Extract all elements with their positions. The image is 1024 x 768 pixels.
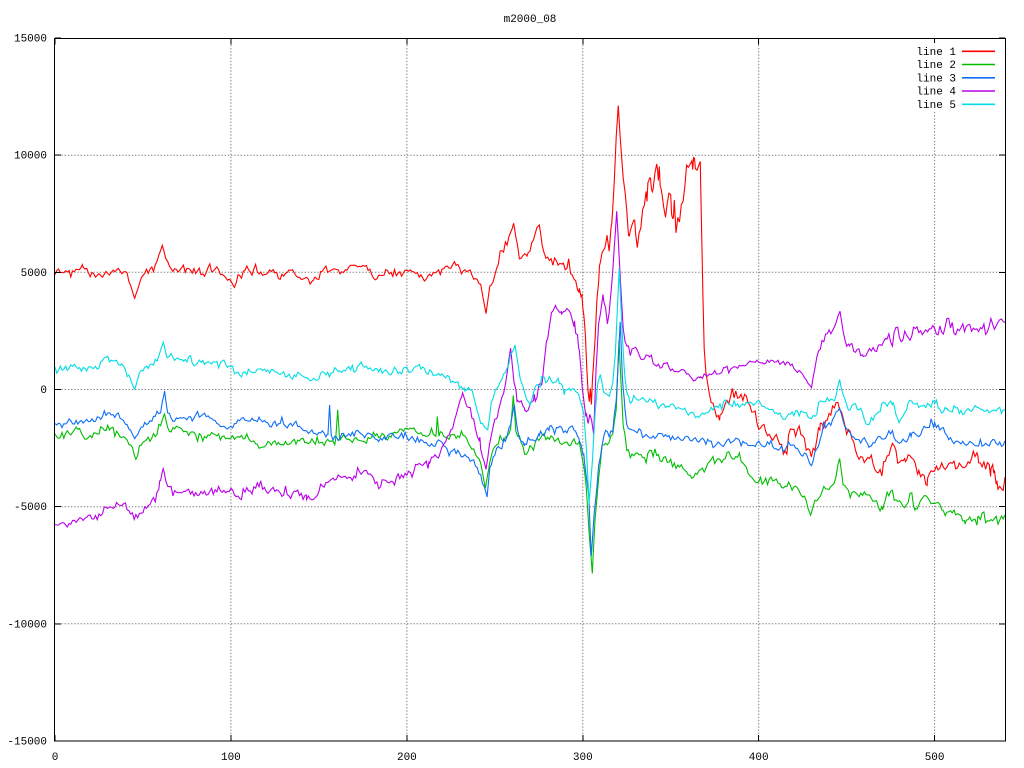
svg-text:5000: 5000 (21, 268, 47, 280)
svg-text:10000: 10000 (14, 151, 47, 163)
svg-text:200: 200 (397, 752, 417, 764)
svg-text:m2000_08: m2000_08 (504, 14, 557, 26)
svg-text:line 4: line 4 (916, 87, 956, 99)
svg-text:-15000: -15000 (7, 737, 47, 749)
svg-text:100: 100 (221, 752, 241, 764)
svg-text:line 3: line 3 (916, 73, 956, 85)
svg-text:line 1: line 1 (916, 47, 956, 59)
svg-text:line 2: line 2 (916, 60, 956, 72)
svg-text:500: 500 (925, 752, 945, 764)
svg-text:line 5: line 5 (916, 100, 956, 112)
svg-text:0: 0 (40, 385, 47, 397)
svg-text:300: 300 (573, 752, 593, 764)
svg-text:-10000: -10000 (7, 619, 47, 631)
svg-text:15000: 15000 (14, 34, 47, 46)
svg-text:-5000: -5000 (14, 502, 47, 514)
svg-text:400: 400 (749, 752, 769, 764)
svg-text:0: 0 (52, 752, 59, 764)
